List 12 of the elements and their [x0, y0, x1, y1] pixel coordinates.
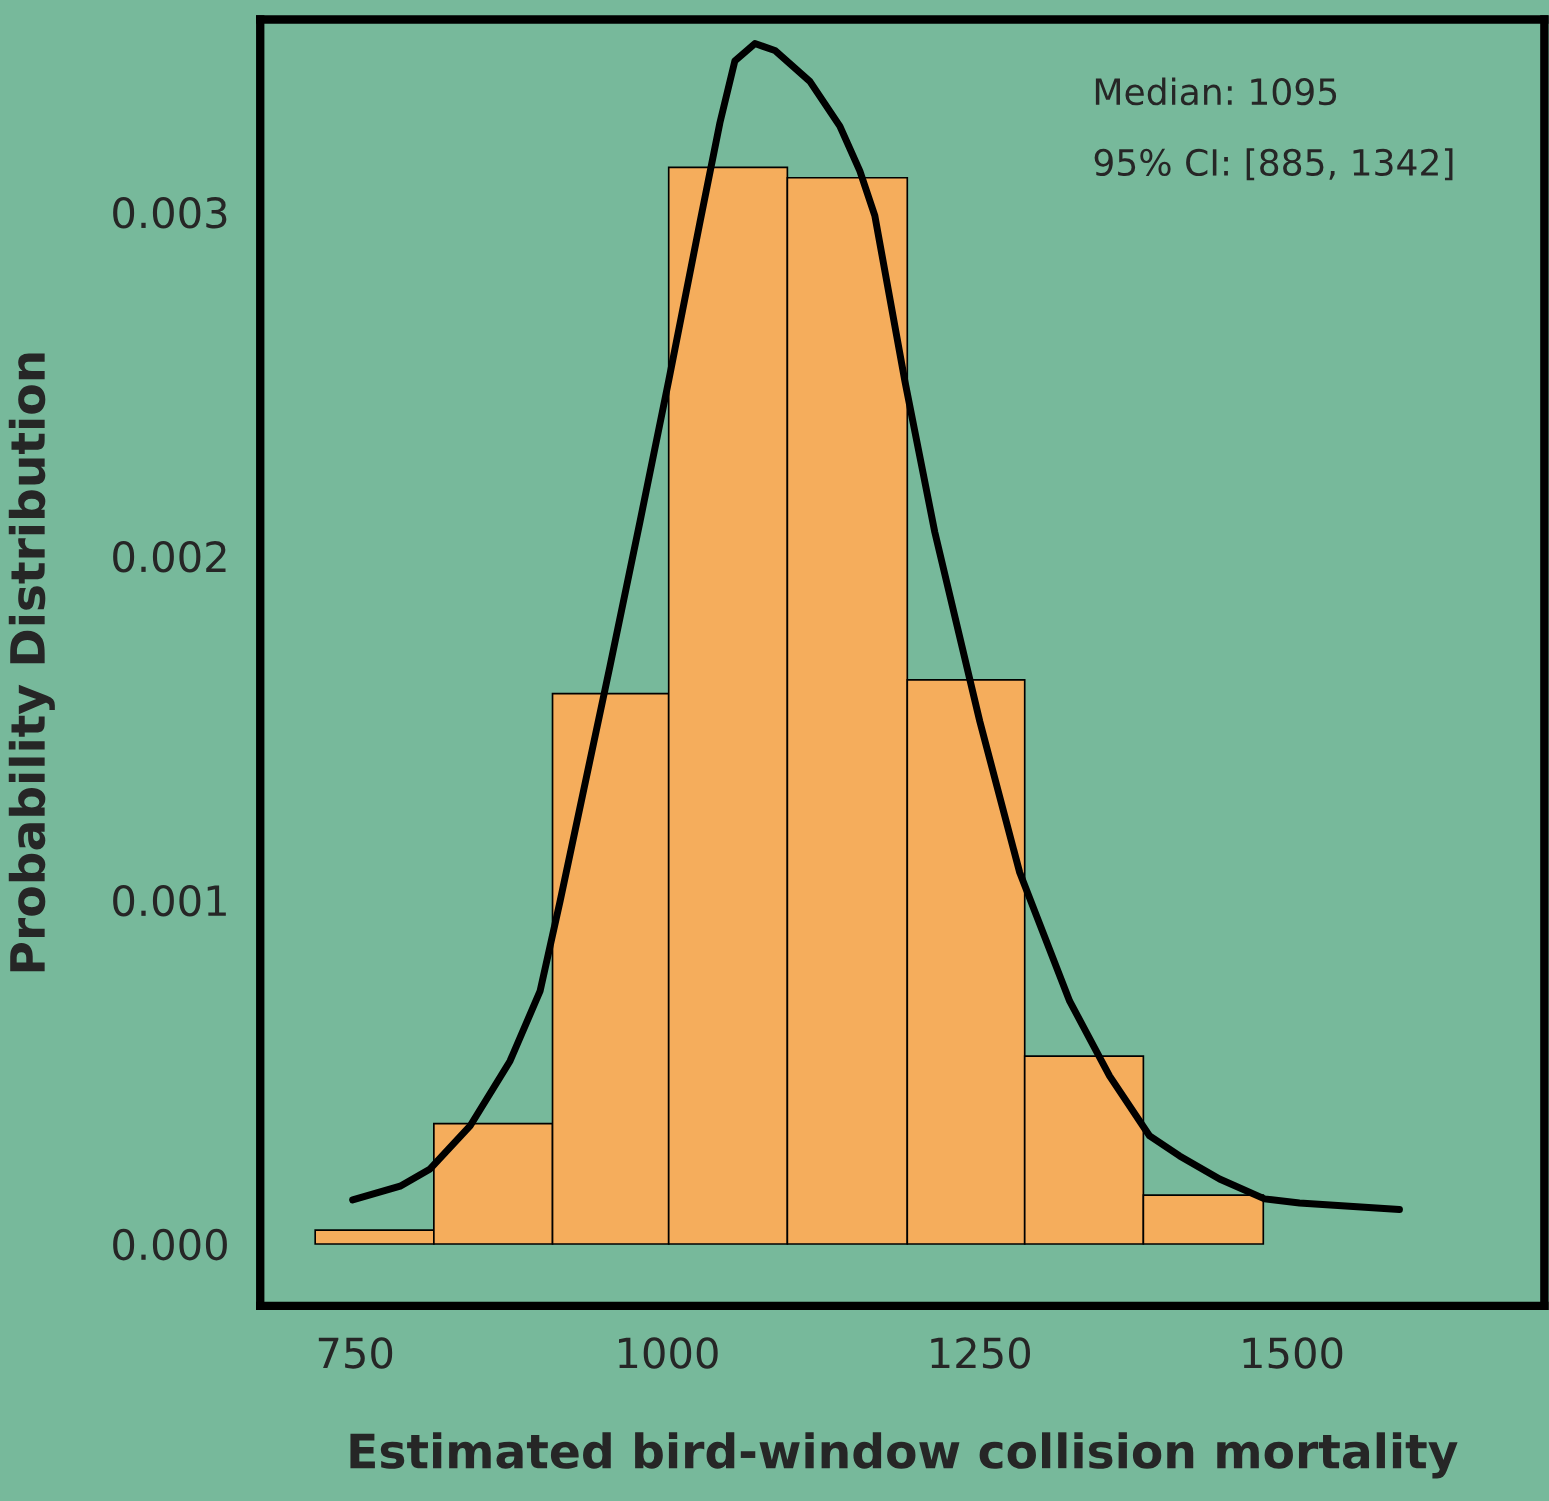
x-tick-label: 1500: [1243, 1337, 1343, 1369]
annotation: 95% CI: [885, 1342]: [1094, 148, 1453, 181]
x-tick-label: 1250: [931, 1337, 1030, 1369]
x-tick-label: 1000: [619, 1337, 718, 1369]
x-axis-title: Estimated bird-window collision mortality: [350, 1432, 1458, 1479]
x-tick-label: 750: [318, 1337, 393, 1369]
y-tick-label: 0.001: [113, 884, 226, 917]
y-tick-label: 0.003: [113, 197, 227, 229]
annotation: Median: 1095: [1095, 77, 1337, 106]
y-axis-title: Probability Distribution: [8, 353, 55, 972]
y-tick-label: 0.000: [113, 1228, 227, 1261]
y-tick-label: 0.002: [113, 540, 226, 573]
